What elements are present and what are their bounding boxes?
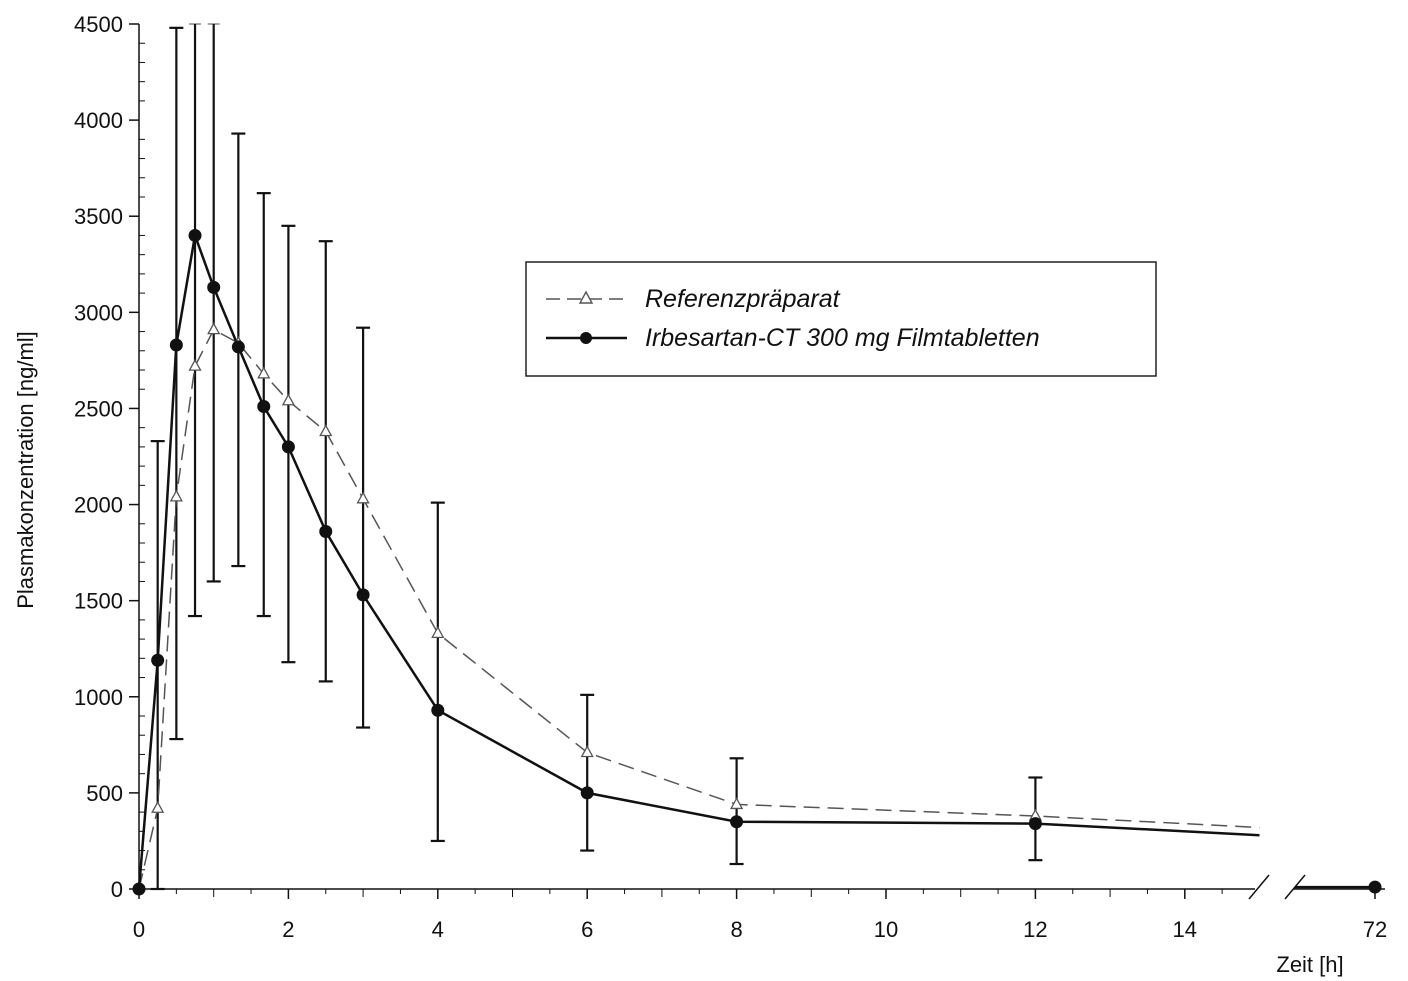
y-tick-label: 3500 [74,204,123,229]
marker-reference [580,745,594,758]
marker-reference [169,489,183,502]
marker-irbesartan [319,524,333,538]
y-tick-label: 0 [111,877,123,902]
x-tick-label: 0 [133,917,145,942]
marker-reference [257,366,271,379]
y-tick-label: 500 [86,781,123,806]
legend-marker-reference [578,290,594,304]
marker-reference [281,393,295,406]
y-axis-label: Plasmakonzentration [ng/ml] [13,331,38,609]
marker-irbesartan [431,703,445,717]
error-bars [150,23,1043,891]
marker-irbesartan [281,440,295,454]
y-tick-label: 4500 [74,12,123,37]
legend-label-reference: Referenzpräparat [645,285,841,313]
marker-reference [356,491,370,504]
x-axis-label: Zeit [h] [1276,952,1343,977]
marker-irbesartan [188,228,202,242]
axis-break-mark [1248,874,1270,900]
marker-irbesartan [207,280,221,294]
line-reference [138,328,1260,890]
marker-reference [730,797,744,810]
y-tick-label: 4000 [74,108,123,133]
x-tick-label: 2 [282,917,294,942]
marker-irbesartan [257,400,271,414]
legend-label-irbesartan: Irbesartan-CT 300 mg Filmtabletten [645,324,1040,352]
x-tick-label: 10 [874,917,898,942]
marker-irbesartan [356,588,370,602]
y-tick-label: 1000 [74,685,123,710]
marker-irbesartan [231,340,245,354]
marker-reference [151,800,165,813]
x-tick-label: 12 [1023,917,1047,942]
marker-reference [207,322,221,335]
x-tick-label: 4 [432,917,444,942]
y-tick-label: 1500 [74,589,123,614]
y-tick-label: 2500 [74,396,123,421]
axes: 0 500 1000 1500 2000 2500 3000 3500 4000 4500 0 2 4 6… [74,12,1387,942]
marker-irbesartan [169,338,183,352]
marker-reference [431,625,445,638]
marker-irbesartan [1028,817,1042,831]
marker-irbesartan [151,653,165,667]
marker-irbesartan [132,882,146,896]
y-tick-label: 2000 [74,493,123,518]
x-tick-label: 14 [1173,917,1197,942]
series-markers [132,228,1382,896]
legend: Referenzpräparat Irbesartan-CT 300 mg Fi… [525,261,1157,377]
marker-irbesartan [580,786,594,800]
y-tick-label: 3000 [74,300,123,325]
x-tick-label: 6 [581,917,593,942]
marker-irbesartan [730,815,744,829]
x-tick-label: 8 [730,917,742,942]
marker-reference [188,358,202,371]
marker-reference [319,424,333,437]
x-tick-label: 72 [1363,917,1387,942]
legend-box [525,261,1157,377]
marker-irbesartan [1368,880,1382,894]
legend-marker-irbesartan [580,332,592,344]
